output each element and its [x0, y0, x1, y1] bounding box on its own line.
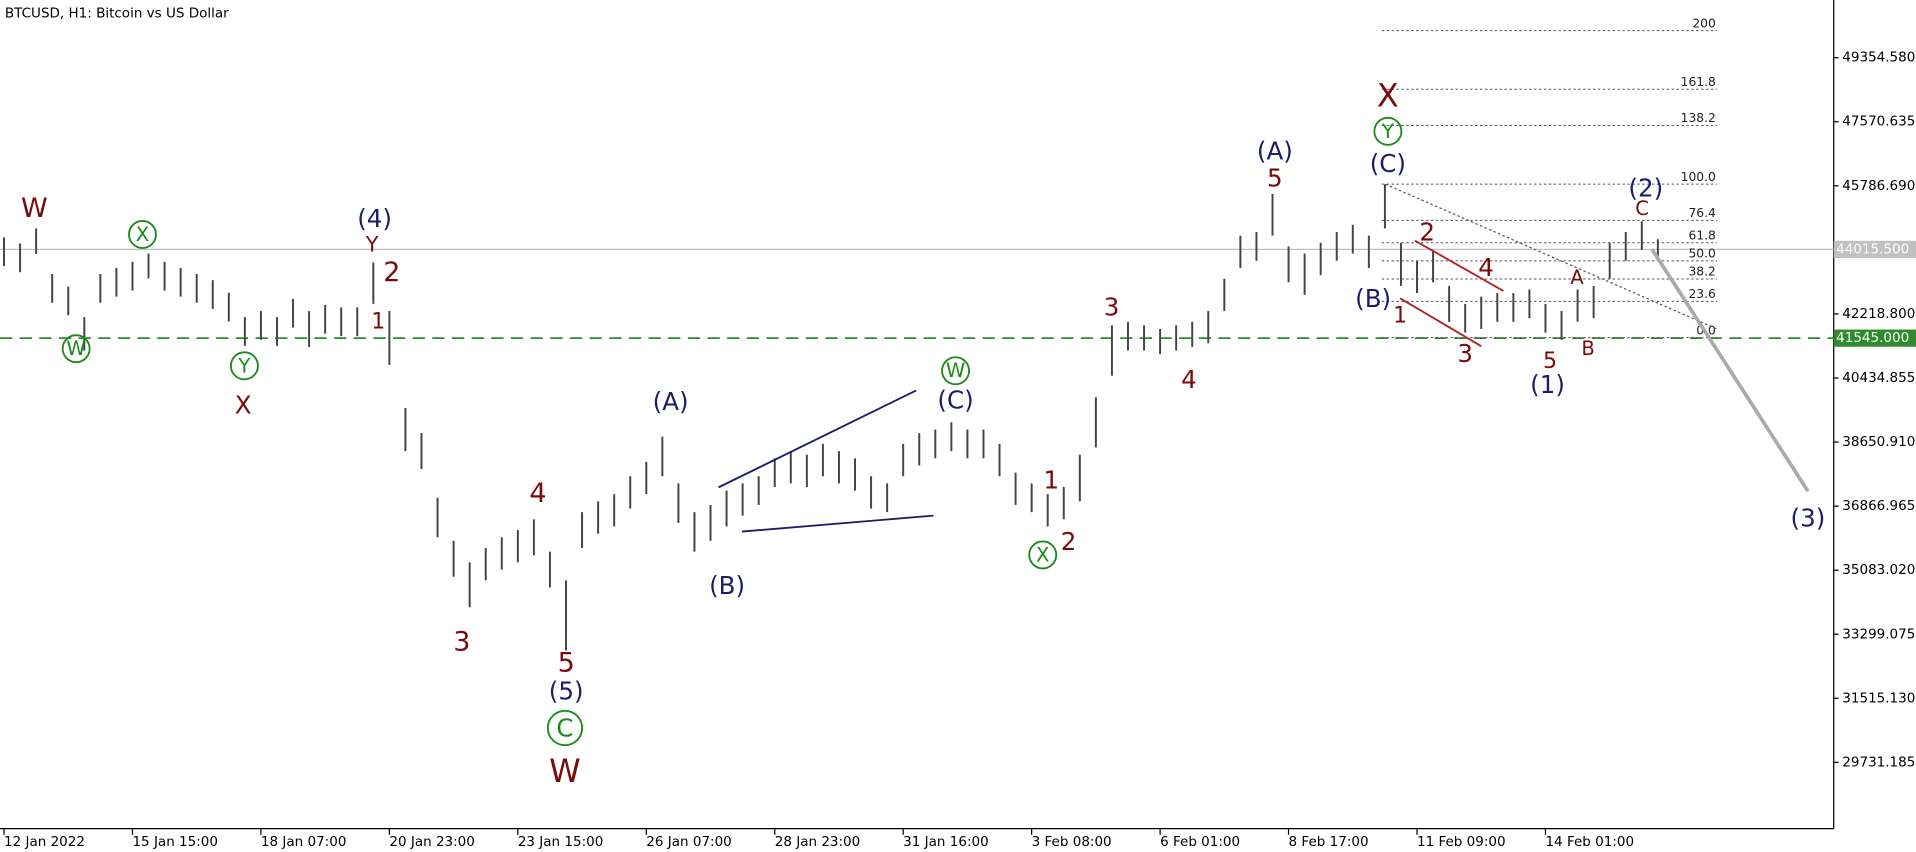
y-tick-label: 38650.910	[1842, 434, 1915, 450]
wave-label: (2)	[1628, 173, 1663, 202]
current-price-box	[1833, 240, 1916, 259]
wave-label: 1	[1393, 303, 1407, 329]
wave-label: 1	[1044, 466, 1060, 495]
x-tick-label: 8 Feb 17:00	[1289, 834, 1369, 850]
wave-label: (4)	[357, 204, 392, 233]
wave-label: 3	[1457, 339, 1473, 368]
wave-label: 3	[453, 627, 470, 658]
wave-label: X	[1036, 543, 1049, 566]
y-tick-label: 29731.185	[1842, 754, 1915, 770]
x-tick-label: 20 Jan 23:00	[389, 834, 475, 850]
x-tick-label: 28 Jan 23:00	[775, 834, 861, 850]
wave-label: 4	[1478, 253, 1494, 282]
y-tick-label: 36866.965	[1842, 498, 1915, 514]
fib-label: 161.8	[1681, 75, 1716, 89]
fib-label: 100.0	[1681, 170, 1716, 184]
wave-label: (3)	[1791, 504, 1826, 533]
wave-circle	[128, 220, 157, 249]
x-tick-label: 6 Feb 01:00	[1160, 834, 1240, 850]
wave-circle	[546, 709, 584, 747]
y-tick-label: 42218.800	[1842, 306, 1915, 322]
wave-label: W	[946, 359, 965, 382]
wave-label: 5	[558, 647, 575, 678]
wave-label: A	[1570, 266, 1584, 289]
wave-label: 4	[1181, 365, 1197, 394]
fib-label: 61.8	[1688, 228, 1715, 242]
wave-label: X	[1377, 77, 1399, 115]
x-tick-label: 14 Feb 01:00	[1545, 834, 1634, 850]
trend-line	[1385, 183, 1718, 330]
y-tick-label: 45786.690	[1842, 178, 1915, 194]
wave-label: X	[235, 391, 252, 420]
x-tick-label: 15 Jan 15:00	[132, 834, 218, 850]
wave-circle	[1028, 540, 1058, 570]
wave-label: X	[136, 223, 149, 246]
wave-label: W	[549, 752, 581, 790]
wave-label: (C)	[937, 386, 973, 415]
x-tick-label: 23 Jan 15:00	[518, 834, 604, 850]
y-tick-label: 40434.855	[1842, 370, 1915, 386]
y-tick-label: 33299.075	[1842, 626, 1915, 642]
x-tick-label: 12 Jan 2022	[4, 834, 85, 850]
wave-label: 3	[1104, 292, 1120, 321]
fib-label: 38.2	[1688, 265, 1715, 279]
level-label: 41545.000	[1836, 330, 1909, 346]
wave-label: (C)	[1370, 149, 1406, 178]
level-box	[1833, 329, 1916, 347]
current-price-label: 44015.500	[1836, 241, 1909, 257]
wave-label: 5	[1543, 348, 1557, 374]
price-bars	[3, 184, 1659, 651]
wave-circle	[229, 351, 259, 381]
y-tick-label: 31515.130	[1842, 690, 1915, 706]
wave-label: 5	[1267, 164, 1283, 193]
fib-label: 23.6	[1688, 287, 1716, 301]
channel-line	[1399, 297, 1482, 347]
x-tick-label: 18 Jan 07:00	[261, 834, 347, 850]
wave-label: B	[1581, 337, 1594, 360]
channel-line	[718, 389, 917, 489]
fib-label: 138.2	[1681, 111, 1716, 125]
wave-label: (A)	[653, 387, 689, 416]
y-tick-label: 47570.635	[1842, 114, 1915, 130]
fib-label: 76.4	[1688, 206, 1716, 220]
wave-label: 2	[383, 257, 400, 288]
chart-title: BTCUSD, H1: Bitcoin vs US Dollar	[5, 6, 229, 22]
wave-circle	[1373, 116, 1403, 146]
wave-label: Y	[365, 232, 379, 256]
wave-label: 4	[529, 478, 546, 509]
channel-line	[1414, 239, 1504, 292]
channel-line	[741, 514, 934, 533]
wave-label: (A)	[1257, 137, 1293, 166]
x-tick-label: 3 Feb 08:00	[1032, 834, 1112, 850]
wave-circle	[61, 334, 91, 364]
wave-label: (5)	[549, 677, 584, 706]
wave-label: W	[66, 337, 85, 360]
y-tick-label: 49354.580	[1842, 50, 1915, 66]
projection-line	[1650, 248, 1810, 493]
y-tick-label: 35083.020	[1842, 562, 1915, 578]
wave-label: (B)	[709, 571, 745, 600]
wave-label: W	[21, 193, 48, 224]
wave-label: (1)	[1530, 370, 1565, 399]
wave-label: C	[556, 714, 573, 743]
wave-label: 2	[1061, 527, 1077, 556]
x-tick-label: 26 Jan 07:00	[646, 834, 732, 850]
wave-label: C	[1635, 197, 1649, 220]
wave-label: Y	[1381, 120, 1395, 143]
x-tick-label: 31 Jan 16:00	[903, 834, 989, 850]
wave-label: (B)	[1355, 284, 1391, 313]
fib-label: 50.0	[1688, 247, 1715, 261]
overlays: 200161.8138.2100.076.461.850.038.223.60.…	[0, 16, 1834, 340]
wave-label: 2	[1419, 218, 1435, 247]
wave-circle	[941, 356, 970, 386]
wave-label: Y	[237, 354, 251, 377]
wave-label: 1	[371, 309, 385, 335]
x-tick-label: 11 Feb 09:00	[1417, 834, 1506, 850]
fib-label: 200	[1692, 16, 1715, 30]
